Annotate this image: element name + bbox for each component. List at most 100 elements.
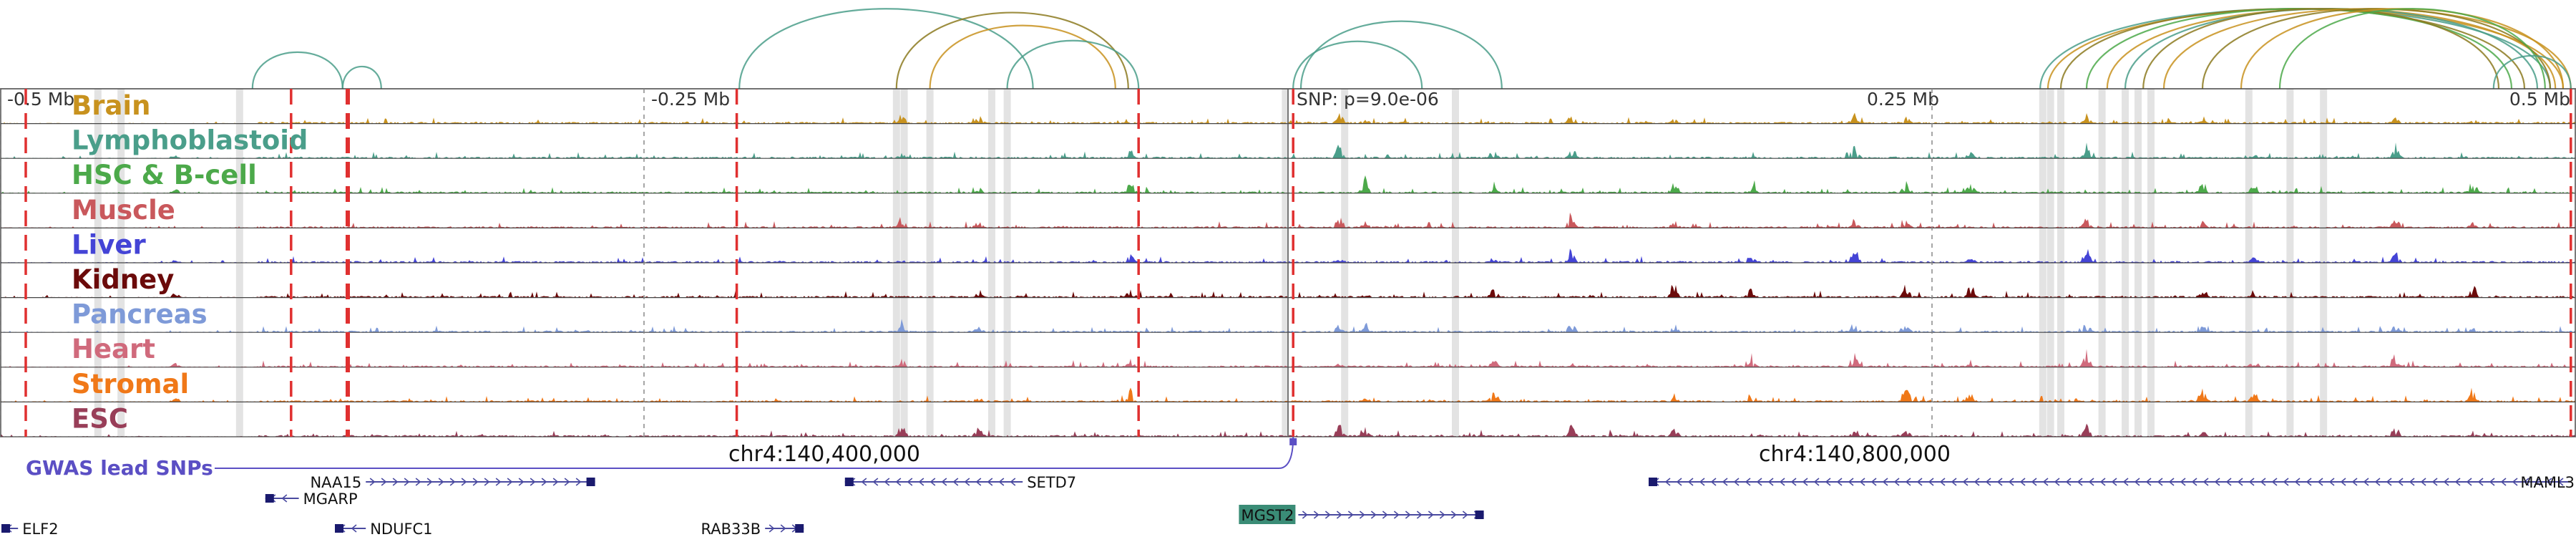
coordinate-label: chr4:140,800,000 [1759, 442, 1951, 467]
strand-arrow [552, 478, 559, 486]
coordinate-labels: chr4:140,400,000 chr4:140,800,000 [728, 442, 1951, 467]
axis-tick-label: 0.5 Mb [2509, 89, 2570, 110]
strand-arrow [2500, 478, 2507, 486]
strand-arrow [861, 478, 867, 486]
strand-arrow [1745, 478, 1751, 486]
strand-arrow [2523, 478, 2529, 486]
chromatin-loop [251, 51, 343, 90]
strand-arrow [2065, 478, 2072, 486]
gene-mgst2: MGST2 [1239, 505, 1484, 524]
gene-label: MGARP [303, 490, 358, 508]
gwas-snp-marker [1289, 438, 1297, 445]
strand-arrow [2088, 478, 2094, 486]
strand-arrow [2409, 478, 2415, 486]
strand-arrow [1951, 478, 1957, 486]
strand-arrow [1699, 478, 1705, 486]
strand-arrow [1347, 511, 1354, 519]
track-name: Lymphoblastoid [72, 125, 308, 156]
gene-maml3: MAML3 [1649, 474, 2575, 491]
strand-arrow [1939, 478, 1946, 486]
gene-label: ELF2 [22, 521, 58, 537]
track-name: Muscle [72, 195, 175, 226]
gene-naa15: NAA15 [310, 474, 595, 491]
axis-tick-label: 0.25 Mb [1867, 89, 1939, 110]
strand-arrow [2306, 478, 2312, 486]
strand-arrow [1996, 478, 2003, 486]
strand-arrow [381, 478, 387, 486]
strand-arrow [484, 478, 490, 486]
strand-arrow [2328, 478, 2335, 486]
strand-arrow [1825, 478, 1831, 486]
chromatin-loop [1299, 20, 1503, 90]
strand-arrow [1756, 478, 1762, 486]
strand-arrow [1802, 478, 1808, 486]
strand-arrow [1859, 478, 1865, 486]
gene-label: MGST2 [1241, 507, 1294, 524]
coordinate-label: chr4:140,400,000 [728, 442, 920, 467]
strand-arrow [975, 478, 982, 486]
chromatin-loop [2492, 54, 2572, 90]
track-signal [0, 319, 2576, 333]
strand-arrow [895, 478, 902, 486]
gene-elf2: ELF2 [1, 521, 59, 537]
strand-arrow [1010, 478, 1016, 486]
position-axis: -0.5 Mb -0.25 Mb 0.25 Mb 0.5 Mb SNP: p=9.0e-… [0, 89, 2576, 437]
strand-arrow [2077, 478, 2083, 486]
strand-arrow [769, 524, 775, 533]
strand-arrow [1393, 511, 1400, 519]
strand-arrow [884, 478, 890, 486]
strand-arrow [1664, 478, 1671, 486]
strand-arrow [2248, 478, 2255, 486]
strand-arrow [495, 478, 502, 486]
strand-arrow [1848, 478, 1854, 486]
strand-arrow [541, 478, 547, 486]
strand-arrow [2145, 478, 2152, 486]
strand-arrow [472, 478, 479, 486]
gene-exon [586, 478, 595, 486]
strand-arrow [2397, 478, 2404, 486]
strand-arrow [281, 494, 288, 503]
strand-arrow [941, 478, 947, 486]
strand-arrow [2420, 478, 2426, 486]
strand-arrow [2466, 478, 2472, 486]
strand-arrow [1370, 511, 1377, 519]
strand-arrow [1336, 511, 1342, 519]
strand-arrow [1722, 478, 1728, 486]
track-name: Liver [72, 229, 146, 260]
track-signal [0, 387, 2576, 402]
axis-tick-label: -0.25 Mb [651, 89, 730, 110]
gene-exon [844, 478, 854, 486]
strand-arrow [952, 478, 959, 486]
strand-arrow [1462, 511, 1468, 519]
gene-exon [795, 524, 804, 533]
strand-arrow [1439, 511, 1445, 519]
strand-arrow [2477, 478, 2484, 486]
strand-arrow [2374, 478, 2381, 486]
strand-arrow [1974, 478, 1980, 486]
gene-exon [1475, 511, 1484, 519]
strand-arrow [2557, 478, 2564, 486]
strand-arrow [930, 478, 936, 486]
strand-arrow [461, 478, 467, 486]
chromatin-loop [341, 65, 382, 90]
strand-arrow [2489, 478, 2495, 486]
gwas-label: GWAS lead SNPs [26, 456, 213, 480]
strand-arrow [872, 478, 879, 486]
gene-label: RAB33B [701, 521, 761, 537]
gene-exon [1649, 478, 1657, 486]
strand-arrow [2111, 478, 2117, 486]
strand-arrow [918, 478, 924, 486]
strand-arrow [415, 478, 421, 486]
strand-arrow [1836, 478, 1843, 486]
strand-arrow [2157, 478, 2163, 486]
strand-arrow [2454, 478, 2461, 486]
strand-arrow [1450, 511, 1457, 519]
strand-arrow [2340, 478, 2346, 486]
strand-arrow [2122, 478, 2129, 486]
strand-arrow [1733, 478, 1740, 486]
strand-arrow [369, 478, 376, 486]
gene-track: NAA15 SETD7 MAML3 MGARP MGST2 ELF2 NDUFC1 RAB33… [1, 474, 2575, 537]
strand-arrow [2363, 478, 2369, 486]
chromatin-loop [2142, 8, 2500, 90]
strand-arrow [507, 478, 513, 486]
